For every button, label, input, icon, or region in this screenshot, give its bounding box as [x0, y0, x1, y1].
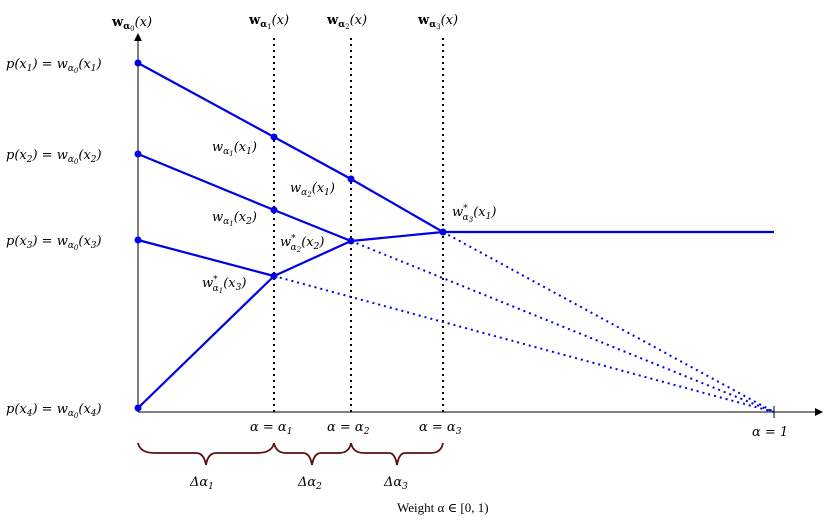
point — [134, 236, 142, 244]
point — [439, 228, 447, 236]
x-axis-caption: Weight α ∈ [0, 1) — [397, 500, 489, 515]
brace-label-3: Δα3 — [383, 475, 408, 492]
point — [134, 404, 142, 412]
point — [270, 272, 278, 280]
brace-label-2: Δα2 — [297, 475, 322, 492]
left-label-3: p(x3) = wα0(x3) — [6, 234, 102, 252]
brace-1 — [137, 442, 275, 466]
point — [347, 175, 355, 183]
left-label-4: p(x4) = wα0(x4) — [6, 402, 102, 420]
point — [134, 150, 142, 158]
brace-2 — [273, 442, 352, 466]
label-wa1x3: w* α1(x3) — [202, 275, 246, 295]
axis-label-alpha3: α = α3 — [419, 420, 462, 437]
extrap-x1 — [442, 231, 775, 413]
point — [270, 206, 278, 214]
dotted-paths — [273, 231, 775, 413]
left-label-1: p(x1) = wα0(x1) — [6, 57, 102, 75]
brace-3 — [350, 442, 444, 466]
col-label-w2: wα2(x) — [326, 13, 367, 31]
extrap-x3 — [273, 275, 775, 413]
path-x4 — [137, 230, 444, 409]
point — [347, 237, 355, 245]
col-label-w0: wα0(x) — [111, 15, 152, 33]
axis-label-alpha1: α = α1 — [250, 420, 292, 437]
braces — [137, 442, 444, 466]
col-label-w3: wα3(x) — [417, 13, 458, 31]
label-wa2x1: wα2(x1) — [290, 181, 335, 199]
label-wa1x1: wα1(x1) — [212, 140, 257, 158]
path-x2 — [137, 152, 352, 243]
label-wa3x1: w* α3(x1) — [452, 204, 496, 224]
solid-paths — [137, 62, 774, 409]
col-label-w1: wα1(x) — [248, 13, 289, 31]
brace-label-1: Δα1 — [189, 475, 214, 492]
path-x3 — [137, 238, 275, 278]
label-wa1x2: wα1(x2) — [212, 210, 257, 228]
point — [270, 133, 278, 141]
label-wa2x2: w* α2(x2) — [280, 234, 324, 254]
axis-label-alpha-one: α = 1 — [752, 425, 788, 440]
axis-label-alpha2: α = α2 — [327, 420, 370, 437]
point — [134, 59, 142, 67]
points — [134, 59, 447, 412]
left-label-2: p(x2) = wα0(x2) — [6, 148, 102, 166]
extrap-x2 — [350, 240, 775, 413]
